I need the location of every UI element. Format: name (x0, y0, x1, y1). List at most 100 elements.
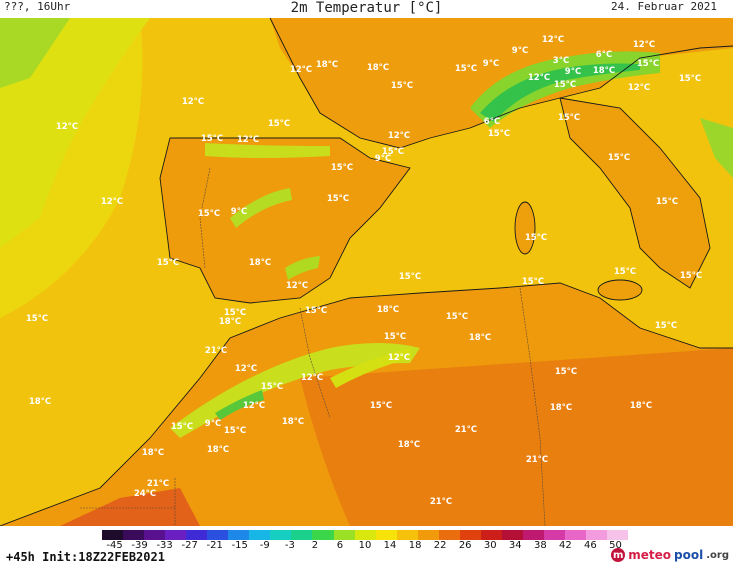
temperature-label: 12°C (243, 401, 265, 411)
balkan-cool (700, 118, 733, 178)
color-scale-tick: -33 (156, 540, 173, 551)
temperature-label: 15°C (455, 64, 477, 74)
temperature-label: 15°C (399, 272, 421, 282)
temperature-label: 18°C (550, 403, 572, 413)
temperature-label: 12°C (286, 281, 308, 291)
color-scale-tick: 2 (311, 540, 319, 551)
color-scale-tick: 22 (433, 540, 447, 551)
temperature-label: 15°C (198, 209, 220, 219)
temperature-map: 12°C 18°C 18°C 15°C 15°C 9°C 9°C 12°C 6°C 12°C 15°… (0, 18, 733, 526)
temperature-label: 15°C (525, 233, 547, 243)
temperature-label: 21°C (526, 455, 548, 465)
temperature-label: 15°C (554, 80, 576, 90)
color-scale-segment (565, 530, 587, 540)
temperature-label: 18°C (29, 397, 51, 407)
color-scale-segment (165, 530, 187, 540)
temperature-label: 15°C (224, 426, 246, 436)
temperature-label: 18°C (469, 333, 491, 343)
temperature-label: 9°C (512, 46, 528, 56)
temperature-label: 18°C (207, 445, 229, 455)
temperature-label: 18°C (142, 448, 164, 458)
temperature-label: 12°C (388, 353, 410, 363)
temperature-label: 15°C (614, 267, 636, 277)
color-scale-tick: 50 (609, 540, 622, 551)
run-label: ???, 16Uhr (4, 0, 71, 13)
temperature-label: 21°C (147, 479, 169, 489)
temperature-label: 9°C (483, 59, 499, 69)
temperature-label: 18°C (398, 440, 420, 450)
brand-text-meteo: meteo (628, 548, 672, 562)
temperature-labels: 12°C 18°C 18°C15°C15°C 9°C9°C12°C6°C12°C15°… (26, 35, 702, 507)
temperature-label: 24°C (134, 489, 156, 499)
alps-cold (480, 63, 640, 122)
temperature-label: 9°C (375, 154, 391, 164)
temperature-label: 12°C (101, 197, 123, 207)
color-scale-tick: -27 (181, 540, 198, 551)
color-scale-segment (417, 530, 439, 540)
land-sicily (598, 280, 642, 300)
color-scale-segment (480, 530, 502, 540)
coastlines (0, 18, 733, 526)
color-scale-tick: 34 (508, 540, 522, 551)
color-scale-tick: 42 (559, 540, 572, 551)
temperature-label: 15°C (26, 314, 48, 324)
temperature-label: 15°C (268, 119, 290, 129)
color-scale-segment (522, 530, 544, 540)
temperature-label: 15°C (558, 113, 580, 123)
color-scale-tick: -15 (231, 540, 248, 551)
color-scale-segment (459, 530, 481, 540)
temperature-label: 21°C (205, 346, 227, 356)
temperature-label: 12°C (301, 373, 323, 383)
color-scale-segment (375, 530, 397, 540)
temperature-label: 15°C (656, 197, 678, 207)
footer: -45 -39 -33 -27 -21 -15 -9 -3 2 6 10 14 18 22 26 30 34 38… (0, 526, 733, 566)
color-scale-ticks: -45 -39 -33 -27 -21 -15 -9 -3 2 6 10 14 18 22 26 30 34 38… (102, 540, 628, 552)
color-scale-segment (501, 530, 523, 540)
temperature-label: 15°C (331, 163, 353, 173)
atlas-cold (215, 390, 264, 420)
color-scale (102, 530, 629, 540)
temperature-label: 15°C (261, 382, 283, 392)
init-label: +45h Init:18Z22FEB2021 (6, 550, 165, 564)
color-scale-tick: 18 (408, 540, 422, 551)
temperature-label: 15°C (224, 308, 246, 318)
temperature-label: 15°C (171, 422, 193, 432)
land-corsica-sardinia (515, 202, 535, 254)
sahara-warm (300, 348, 733, 526)
color-scale-segment (102, 530, 124, 540)
temperature-label: 15°C (637, 59, 659, 69)
sea-cold-corner (0, 18, 70, 88)
valid-date: 24. Februar 2021 (611, 0, 717, 13)
temperature-label: 15°C (522, 277, 544, 287)
sierra-nevada-cool (285, 256, 320, 280)
temperature-label: 18°C (219, 317, 241, 327)
temperature-label: 12°C (542, 35, 564, 45)
temperature-label: 12°C (290, 65, 312, 75)
color-scale-tick: 10 (358, 540, 372, 551)
color-scale-tick: 14 (383, 540, 397, 551)
color-scale-segment (333, 530, 355, 540)
temperature-label: 9°C (565, 67, 581, 77)
temperature-label: 9°C (231, 207, 247, 217)
temperature-label: 15°C (655, 321, 677, 331)
brand-text-tld: .org (706, 549, 729, 561)
color-scale-tick: 46 (584, 540, 597, 551)
temperature-label: 3°C (553, 56, 569, 66)
brand-logo[interactable]: m meteo pool .org (611, 548, 729, 562)
temperature-label: 15°C (488, 129, 510, 139)
color-scale-segment (249, 530, 271, 540)
temperature-label: 18°C (316, 60, 338, 70)
color-scale-tick: -45 (106, 540, 123, 551)
map-title: 2m Temperatur [°C] (290, 0, 443, 16)
color-scale-segment (354, 530, 376, 540)
temperature-label: 12°C (633, 40, 655, 50)
color-scale-segment (291, 530, 313, 540)
color-scale-tick: 6 (336, 540, 344, 551)
temperature-label: 12°C (528, 73, 550, 83)
color-scale-segment (586, 530, 608, 540)
color-scale-tick: -39 (131, 540, 148, 551)
temperature-label: 15°C (370, 401, 392, 411)
temperature-label: 12°C (56, 122, 78, 132)
meteopool-icon: m (611, 548, 626, 562)
temperature-label: 15°C (382, 147, 404, 157)
